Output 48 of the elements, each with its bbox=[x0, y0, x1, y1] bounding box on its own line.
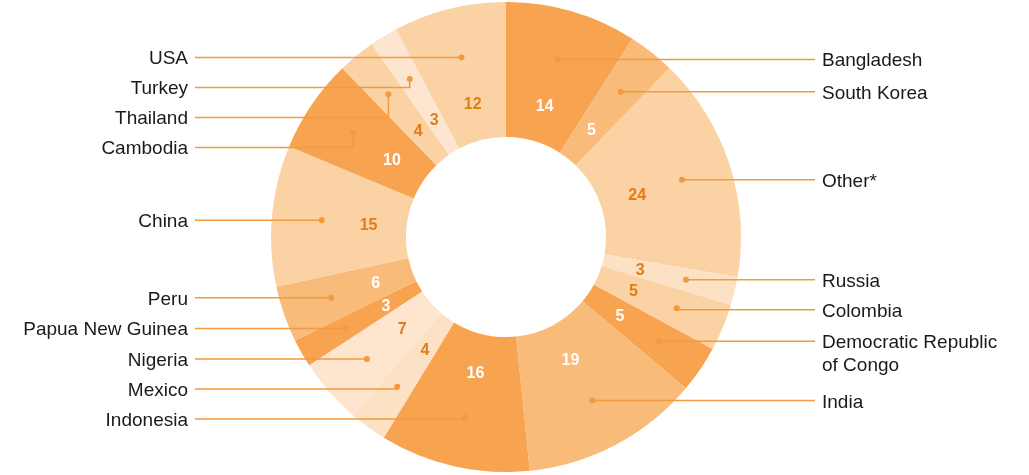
data-label: 5 bbox=[628, 282, 638, 300]
donut-slice bbox=[289, 68, 437, 199]
slice-label: Mexico bbox=[127, 378, 188, 400]
donut-slice bbox=[516, 301, 686, 471]
donut-slice bbox=[271, 146, 414, 287]
data-label: 14 bbox=[535, 96, 554, 114]
slice-label: Nigeria bbox=[127, 348, 189, 370]
data-label: 5 bbox=[615, 306, 625, 324]
slice-label: Indonesia bbox=[105, 408, 189, 430]
data-label: 16 bbox=[466, 363, 485, 381]
data-label: 10 bbox=[383, 151, 401, 169]
donut-slice bbox=[371, 29, 460, 155]
data-label: 4 bbox=[413, 122, 423, 140]
data-label: 15 bbox=[359, 216, 378, 234]
donut-slice bbox=[506, 2, 633, 153]
slice-label: South Korea bbox=[822, 81, 929, 103]
donut-slice bbox=[601, 254, 738, 306]
donut-slice bbox=[582, 284, 713, 389]
donut-slice bbox=[559, 38, 670, 166]
slice-label: USA bbox=[148, 47, 189, 69]
donut-slice bbox=[342, 44, 449, 166]
slice-label: Democratic Republic of Congo bbox=[822, 331, 998, 376]
data-label: 12 bbox=[463, 95, 482, 113]
slice-label: China bbox=[138, 210, 189, 232]
slice-label: Colombia bbox=[822, 299, 903, 321]
donut-slice bbox=[593, 265, 731, 349]
data-label: 19 bbox=[561, 350, 580, 368]
slice-label: Other* bbox=[822, 169, 878, 191]
donut-slice bbox=[396, 2, 506, 149]
data-label: 3 bbox=[381, 297, 391, 315]
slice-label: Cambodia bbox=[101, 137, 189, 159]
slice-label: Russia bbox=[822, 269, 881, 291]
data-label: 5 bbox=[587, 120, 597, 138]
slice-label: Peru bbox=[147, 287, 188, 309]
data-label: 24 bbox=[628, 186, 647, 204]
slice-label: Papua New Guinea bbox=[23, 318, 189, 340]
slice-label: India bbox=[822, 390, 864, 412]
data-label: 3 bbox=[429, 111, 439, 129]
data-label: 3 bbox=[635, 260, 645, 278]
data-label: 4 bbox=[420, 340, 430, 358]
slice-label: Turkey bbox=[130, 77, 189, 99]
donut-slice bbox=[575, 68, 741, 278]
donut-slice bbox=[276, 258, 417, 341]
data-label: 6 bbox=[371, 274, 381, 292]
slice-label: Bangladesh bbox=[822, 49, 923, 71]
donut-slice bbox=[383, 322, 530, 472]
data-label: 7 bbox=[397, 319, 407, 337]
slice-label: Thailand bbox=[115, 107, 188, 129]
